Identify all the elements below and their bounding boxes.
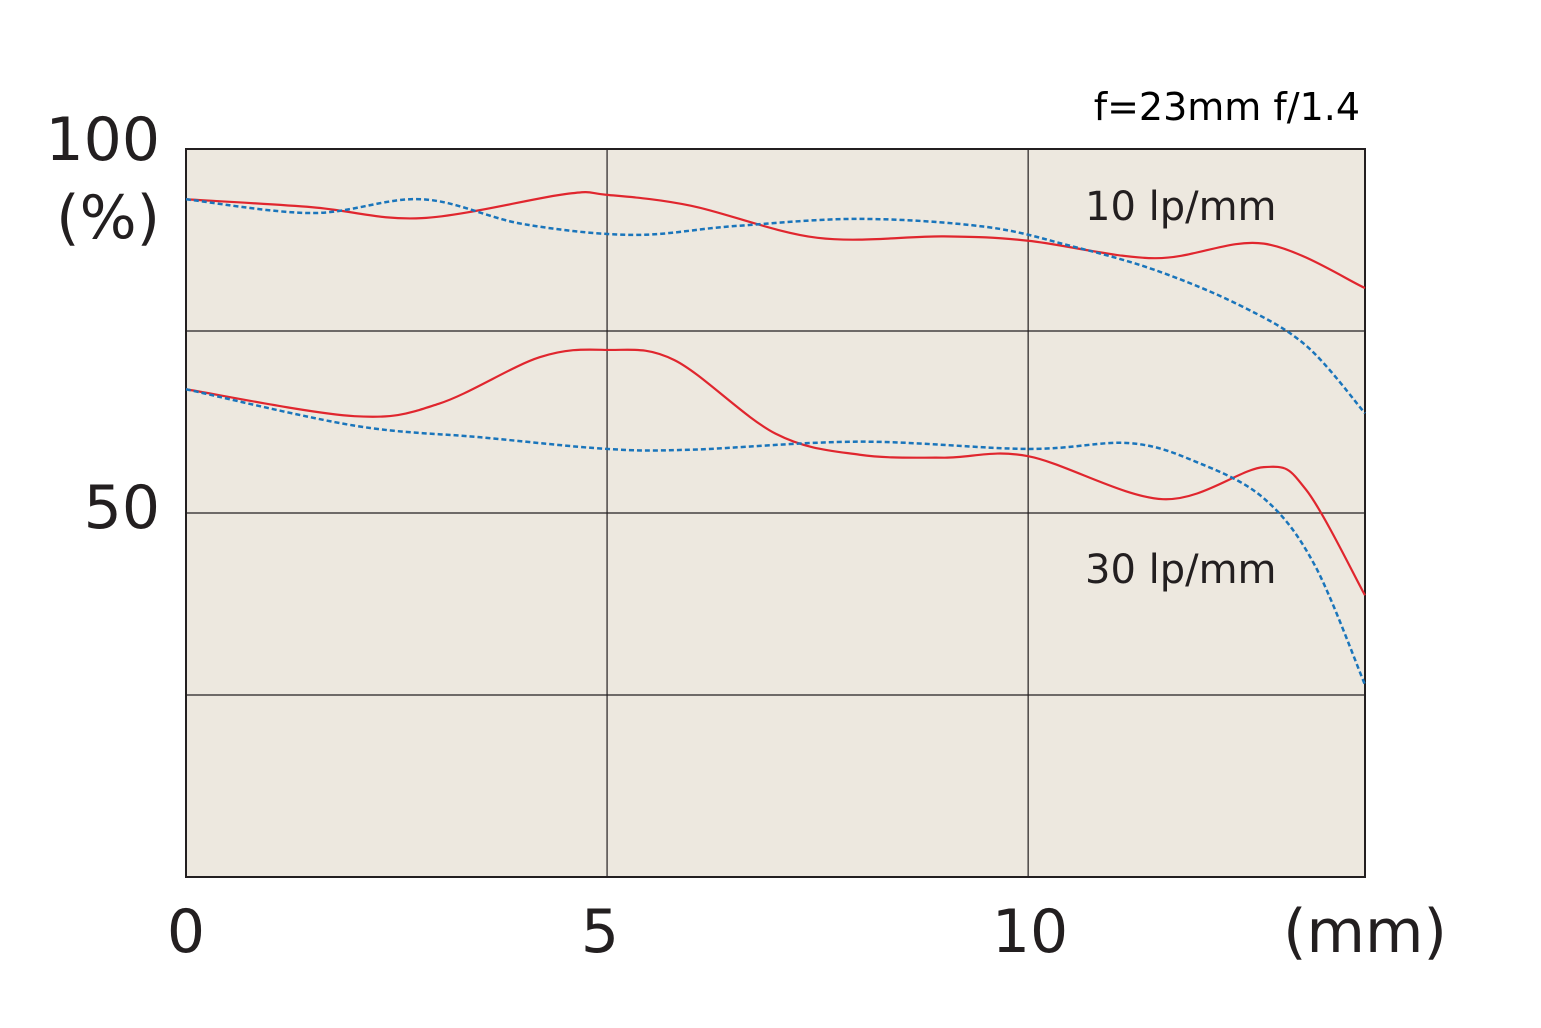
sagittal-line-10lpmm [185, 191, 1366, 290]
chart-title: f=23mm f/1.4 [1094, 85, 1360, 129]
x-tick-label: 5 [581, 897, 619, 967]
grid [186, 149, 1365, 877]
sagittal-line-30lpmm [185, 348, 1366, 596]
annotation-30lpmm: 30 lp/mm [1085, 547, 1277, 593]
y-tick-label: 100 [45, 105, 160, 175]
y-tick-label: 50 [84, 473, 160, 543]
x-tick-label: 0 [167, 897, 205, 967]
y-axis-label: (%) [56, 183, 160, 253]
x-axis-label: (mm) [1283, 897, 1447, 967]
meridional-line-10lpmm [185, 197, 1366, 415]
series-lines [185, 191, 1367, 686]
x-tick-label: 10 [992, 897, 1068, 967]
annotation-10lpmm: 10 lp/mm [1085, 184, 1277, 230]
meridional-line-30lpmm [185, 388, 1367, 686]
